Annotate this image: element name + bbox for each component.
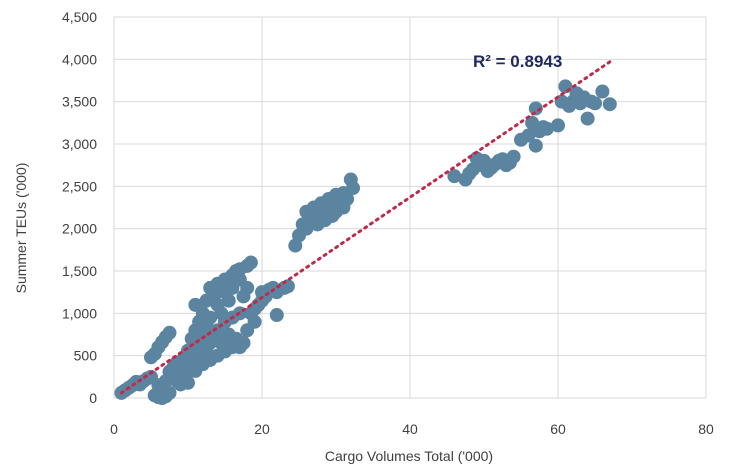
y-tick-label: 1,000 (62, 305, 97, 321)
x-tick-label: 40 (402, 421, 418, 437)
data-point (236, 335, 251, 350)
data-point (203, 310, 218, 325)
data-point (340, 192, 355, 207)
x-tick-label: 80 (698, 421, 714, 437)
y-tick-label: 4,500 (62, 9, 97, 25)
data-point (506, 149, 521, 164)
data-point (528, 101, 543, 116)
data-point (528, 138, 543, 153)
data-point (247, 314, 262, 329)
data-point (346, 181, 361, 196)
y-tick-label: 3,500 (62, 94, 97, 110)
data-point (181, 375, 195, 390)
x-tick-label: 20 (254, 421, 270, 437)
data-point (539, 121, 554, 136)
data-point (521, 128, 536, 143)
y-tick-label: 4,000 (62, 51, 97, 67)
x-axis-ticks: 0 20 40 60 80 (110, 421, 714, 437)
data-point (588, 96, 602, 111)
data-point (221, 293, 236, 308)
r-squared-annotation: R² = 0.8943 (473, 52, 562, 71)
data-point (243, 255, 258, 270)
data-point (162, 385, 177, 400)
x-tick-label: 60 (550, 421, 566, 437)
x-tick-label: 0 (110, 421, 118, 437)
y-tick-label: 2,500 (62, 178, 97, 194)
data-point (240, 280, 255, 295)
y-tick-label: 2,000 (62, 221, 97, 237)
data-point (280, 279, 295, 294)
y-tick-label: 0 (89, 390, 97, 406)
data-point (551, 118, 565, 133)
trendline (119, 60, 612, 395)
data-point (602, 97, 617, 112)
y-axis-ticks: 0 500 1,000 1,500 2,000 2,500 3,000 3,500 4,000 4… (62, 9, 97, 406)
y-tick-label: 1,500 (62, 263, 97, 279)
data-point (580, 111, 595, 126)
data-point (162, 325, 177, 340)
y-axis-title: Summer TEUs ('000) (13, 163, 29, 294)
grid (113, 16, 707, 399)
data-point (595, 84, 610, 99)
data-point (269, 308, 284, 323)
y-tick-label: 500 (74, 348, 98, 364)
data-point (447, 169, 462, 184)
y-tick-label: 3,000 (62, 136, 97, 152)
x-axis-title: Cargo Volumes Total ('000) (325, 448, 493, 464)
